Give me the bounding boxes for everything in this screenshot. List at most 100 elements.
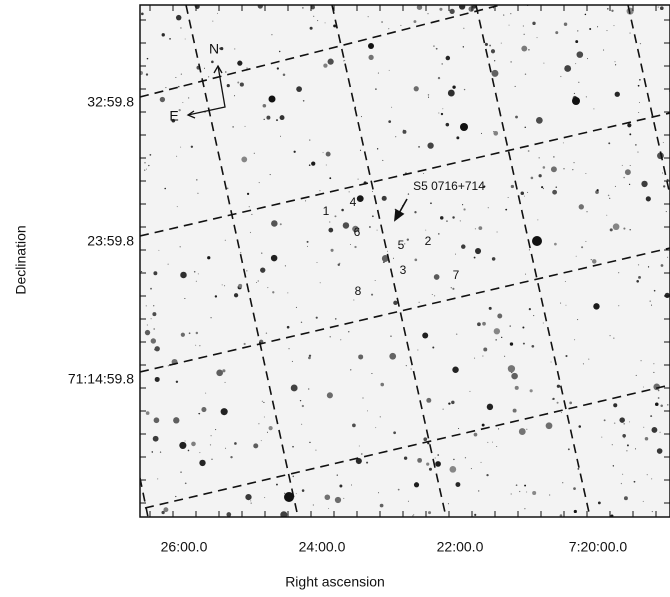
star	[291, 385, 298, 392]
star	[168, 264, 169, 265]
star	[330, 336, 331, 337]
star	[577, 30, 578, 31]
star	[141, 271, 142, 272]
star	[260, 267, 265, 272]
star	[307, 241, 309, 243]
star	[141, 13, 144, 16]
star	[434, 274, 440, 280]
star	[435, 457, 436, 458]
star	[623, 423, 625, 425]
star	[305, 200, 306, 201]
star	[375, 427, 376, 428]
star	[264, 119, 265, 120]
star	[636, 375, 637, 376]
star	[164, 188, 166, 190]
star	[391, 107, 392, 108]
star	[211, 435, 212, 436]
star	[433, 45, 434, 46]
star	[491, 70, 498, 77]
star	[564, 23, 567, 26]
star	[552, 398, 554, 400]
star	[352, 424, 356, 428]
star	[296, 493, 297, 494]
star	[199, 345, 200, 346]
star-label: 8	[355, 284, 362, 298]
star	[551, 166, 557, 172]
star	[494, 328, 500, 334]
star	[371, 373, 372, 374]
star	[654, 290, 656, 292]
star	[335, 318, 337, 320]
star	[343, 498, 344, 499]
star	[501, 43, 502, 44]
star	[655, 402, 659, 406]
star	[592, 259, 597, 264]
star	[418, 146, 420, 148]
star	[246, 67, 247, 68]
star	[658, 397, 660, 399]
star	[362, 398, 363, 399]
star	[261, 252, 262, 253]
star	[450, 9, 455, 14]
star	[343, 60, 344, 61]
star	[645, 437, 649, 441]
star	[426, 463, 429, 466]
star	[285, 265, 286, 266]
star	[144, 162, 145, 163]
star	[487, 404, 493, 410]
star	[623, 228, 625, 230]
star	[651, 305, 652, 306]
star	[308, 388, 309, 389]
star	[576, 256, 577, 257]
star	[526, 429, 527, 430]
star	[485, 43, 488, 46]
star	[201, 407, 206, 412]
star	[491, 49, 495, 53]
star	[524, 196, 525, 197]
star	[380, 383, 384, 387]
star	[372, 191, 373, 192]
sky-image	[140, 5, 670, 517]
star	[389, 70, 390, 71]
star	[338, 263, 340, 265]
star	[294, 151, 296, 153]
star	[163, 507, 168, 512]
star	[519, 428, 526, 435]
star	[660, 6, 664, 10]
star-label: 2	[425, 234, 432, 248]
star	[450, 466, 457, 473]
star	[623, 177, 625, 179]
star	[492, 257, 496, 261]
star	[177, 206, 178, 207]
star	[344, 60, 345, 61]
star	[652, 511, 653, 512]
star	[629, 184, 630, 185]
star	[191, 442, 196, 447]
star	[411, 368, 412, 369]
star	[572, 97, 580, 105]
star	[149, 154, 151, 156]
star	[266, 116, 270, 120]
star	[627, 444, 629, 446]
star	[501, 337, 502, 338]
star	[648, 266, 649, 267]
star	[609, 198, 610, 199]
star	[651, 478, 652, 479]
star	[575, 40, 578, 43]
star	[280, 223, 282, 225]
star	[368, 43, 374, 49]
star	[452, 85, 455, 88]
star	[341, 209, 344, 212]
star	[578, 82, 579, 83]
star	[408, 501, 409, 502]
finding-chart: N E S5 0716+714 1 2 3 4 5 6 7 8 32:59.8 …	[0, 0, 670, 597]
star	[300, 400, 301, 401]
star	[531, 345, 534, 348]
star	[603, 50, 604, 51]
star	[636, 280, 639, 283]
star	[471, 468, 472, 469]
star	[539, 174, 542, 177]
star	[613, 338, 614, 339]
star	[195, 345, 196, 346]
star	[629, 133, 631, 135]
